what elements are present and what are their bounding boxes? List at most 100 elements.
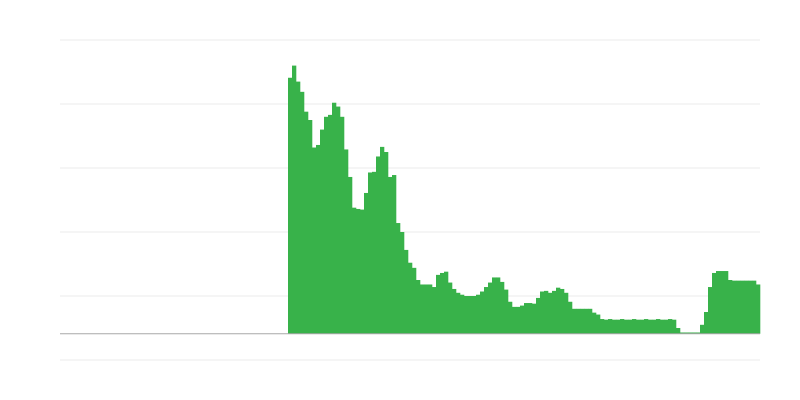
bar-81 xyxy=(384,152,389,334)
bar-166 xyxy=(724,271,729,334)
bar-93 xyxy=(432,287,437,334)
bar-109 xyxy=(496,277,501,334)
bar-105 xyxy=(480,291,485,334)
bar-171 xyxy=(744,280,749,334)
bar-153 xyxy=(672,319,677,334)
bar-97 xyxy=(448,282,453,334)
bar-174 xyxy=(756,284,761,334)
bars xyxy=(288,65,761,334)
bar-169 xyxy=(736,280,741,334)
bar-148 xyxy=(652,319,657,334)
bar-98 xyxy=(452,288,457,334)
bar-64 xyxy=(316,144,321,334)
bar-158 xyxy=(692,332,697,334)
bar-119 xyxy=(536,297,541,334)
bar-123 xyxy=(552,290,557,334)
bar-160 xyxy=(700,324,705,334)
bar-134 xyxy=(596,314,601,334)
bar-141 xyxy=(624,319,629,334)
bar-136 xyxy=(604,319,609,334)
bar-120 xyxy=(540,291,545,334)
bar-138 xyxy=(612,319,617,334)
bar-71 xyxy=(344,149,349,334)
bar-172 xyxy=(748,280,753,334)
bar-150 xyxy=(660,319,665,334)
bar-147 xyxy=(648,319,653,334)
bar-103 xyxy=(472,296,477,334)
bar-154 xyxy=(676,328,681,334)
bar-163 xyxy=(712,272,717,334)
bar-151 xyxy=(664,319,669,334)
bar-108 xyxy=(492,277,497,334)
bar-110 xyxy=(500,281,505,334)
bar-152 xyxy=(668,319,673,334)
bar-125 xyxy=(560,288,565,334)
bar-78 xyxy=(372,171,377,334)
bar-149 xyxy=(656,319,661,334)
bar-61 xyxy=(304,111,309,334)
bar-132 xyxy=(588,308,593,334)
bar-144 xyxy=(636,319,641,334)
bar-80 xyxy=(380,146,385,334)
bar-75 xyxy=(360,209,365,334)
bar-100 xyxy=(460,294,465,334)
bar-96 xyxy=(444,271,449,334)
bar-118 xyxy=(532,303,537,334)
bar-58 xyxy=(292,65,297,334)
bar-87 xyxy=(408,262,413,334)
bar-157 xyxy=(688,332,693,334)
bar-63 xyxy=(312,147,317,334)
bar-84 xyxy=(396,223,401,334)
bar-127 xyxy=(568,301,573,334)
bar-91 xyxy=(424,284,429,334)
bar-128 xyxy=(572,308,577,334)
bar-65 xyxy=(320,129,325,334)
bar-126 xyxy=(564,292,569,334)
bar-102 xyxy=(468,296,473,334)
bar-101 xyxy=(464,296,469,334)
bar-113 xyxy=(512,306,517,334)
bar-170 xyxy=(740,280,745,334)
bar-115 xyxy=(520,305,525,334)
bar-131 xyxy=(584,308,589,334)
bar-86 xyxy=(404,249,409,334)
bar-122 xyxy=(548,292,553,334)
bar-60 xyxy=(300,91,305,334)
bar-79 xyxy=(376,156,381,334)
bar-164 xyxy=(716,271,721,334)
bar-74 xyxy=(356,208,361,334)
bar-66 xyxy=(324,116,329,334)
bar-129 xyxy=(576,308,581,334)
bar-59 xyxy=(296,81,301,334)
bar-112 xyxy=(508,301,513,334)
bar-121 xyxy=(544,290,549,334)
bar-99 xyxy=(456,292,461,334)
bar-167 xyxy=(728,280,733,334)
bar-72 xyxy=(348,176,353,334)
bar-76 xyxy=(364,192,369,334)
bar-57 xyxy=(288,77,293,334)
bar-106 xyxy=(484,287,489,334)
bar-159 xyxy=(696,332,701,334)
bar-90 xyxy=(420,284,425,334)
bar-68 xyxy=(332,102,337,334)
bar-143 xyxy=(632,319,637,334)
bar-146 xyxy=(644,319,649,334)
bar-88 xyxy=(412,267,417,334)
bar-145 xyxy=(640,319,645,334)
bar-140 xyxy=(620,319,625,334)
bar-116 xyxy=(524,303,529,334)
bar-162 xyxy=(708,287,713,334)
bar-69 xyxy=(336,106,341,334)
bar-104 xyxy=(476,294,481,334)
bar-124 xyxy=(556,287,561,334)
bar-92 xyxy=(428,284,433,334)
bar-83 xyxy=(392,175,397,334)
bar-133 xyxy=(592,312,597,334)
bar-165 xyxy=(720,271,725,334)
bar-95 xyxy=(440,272,445,334)
bar-161 xyxy=(704,312,709,334)
bar-67 xyxy=(328,114,333,334)
bar-155 xyxy=(680,332,685,334)
